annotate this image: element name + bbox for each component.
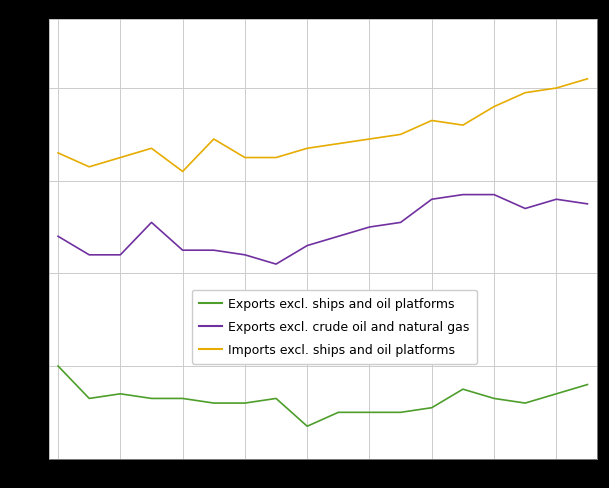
- Legend: Exports excl. ships and oil platforms, Exports excl. crude oil and natural gas, : Exports excl. ships and oil platforms, E…: [192, 290, 477, 364]
